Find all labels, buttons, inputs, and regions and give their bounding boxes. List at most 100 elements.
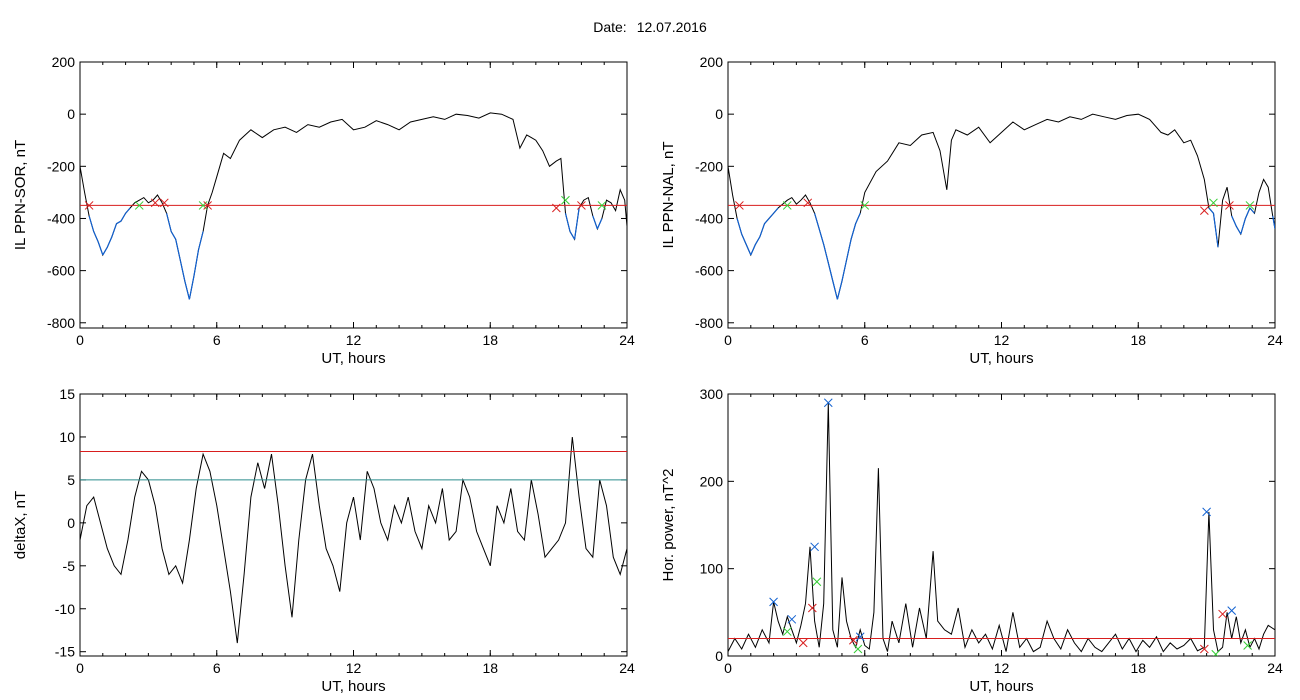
series-line (80, 112, 627, 300)
y-tick-label: -600 (695, 263, 723, 279)
series-active-segment (125, 207, 131, 214)
marker-blue (810, 542, 819, 552)
x-tick-label: 18 (482, 332, 498, 348)
y-tick-label: 15 (59, 386, 75, 402)
y-axis-label: IL PPN-NAL, nT (660, 142, 677, 249)
series-active-segment (1272, 215, 1275, 230)
series-active-segment (827, 262, 834, 282)
y-tick-label: -15 (55, 644, 75, 660)
series-active-segment (1231, 215, 1237, 227)
marker-blue (1202, 507, 1211, 517)
series-active-segment (823, 244, 829, 263)
y-axis-label: deltaX, nT (12, 491, 29, 559)
marker-green (1245, 201, 1255, 210)
x-tick-label: 6 (861, 660, 869, 676)
series-active-segment (120, 212, 127, 222)
x-tick-label: 12 (994, 332, 1010, 348)
series-active-segment (836, 280, 843, 300)
marker-red (203, 201, 212, 210)
series-active-segment (745, 244, 752, 256)
x-tick-label: 24 (1267, 332, 1283, 348)
chart-ppn-nal: 0 6 12 18 24 200 0 -200 -400 -600 -800 UT, hours IL … (660, 54, 1283, 367)
plot-frame (727, 393, 1276, 657)
y-tick-label: -200 (47, 158, 75, 174)
marker-red (803, 198, 813, 208)
series-active-segment (764, 218, 770, 225)
marker-red (84, 201, 94, 210)
series-active-segment (166, 213, 172, 232)
y-tick-label: 0 (67, 515, 75, 531)
x-tick-label: 18 (1130, 660, 1146, 676)
y-tick-label: 200 (700, 473, 724, 489)
marker-blue (769, 597, 778, 607)
series-active-segment (736, 218, 743, 235)
x-axis-label: UT, hours (321, 678, 385, 695)
marker-red (150, 198, 160, 208)
series-active-segment (197, 231, 204, 250)
marker-red (1225, 201, 1234, 210)
y-tick-label: -800 (695, 315, 723, 331)
x-tick-label: 0 (76, 332, 84, 348)
marker-blue (855, 632, 865, 642)
marker-red (735, 201, 744, 210)
marker-red (1199, 644, 1209, 654)
y-axis-label: Hor. power, nT^2 (660, 469, 677, 582)
x-tick-label: 0 (724, 332, 732, 348)
date-value: 12.07.2016 (636, 19, 707, 35)
series-active-segment (1249, 207, 1255, 214)
series-active-segment (97, 241, 104, 256)
y-tick-label: 200 (52, 54, 76, 70)
marker-green (812, 577, 822, 587)
x-tick-label: 24 (619, 332, 635, 348)
series-active-segment (841, 260, 848, 282)
series-active-segment (596, 218, 603, 230)
chart-deltax: 0 6 12 18 24 15 10 5 0 -5 -10 -15 UT, hours deltaX, n… (12, 386, 635, 695)
marker-green (198, 201, 208, 210)
y-tick-label: -400 (47, 210, 75, 226)
series-active-segment (569, 231, 576, 240)
series-active-segment (814, 213, 820, 230)
series-active-segment (1212, 213, 1219, 248)
plot-frame (79, 393, 628, 657)
x-tick-label: 18 (482, 660, 498, 676)
series-active-segment (832, 280, 838, 300)
series-active-segment (573, 207, 580, 240)
series-active-segment (768, 212, 775, 219)
series-active-segment (773, 207, 779, 214)
marker-red (159, 198, 169, 208)
marker-red (1218, 609, 1227, 619)
chart-hor-power: 0 6 12 18 24 300 200 100 0 UT, hours Hor. power, n… (660, 386, 1283, 695)
x-axis-label: UT, hours (321, 350, 385, 367)
x-tick-label: 12 (994, 660, 1010, 676)
series-active-segment (175, 239, 181, 261)
marker-green (782, 201, 792, 210)
series-active-segment (111, 223, 118, 237)
marker-red (551, 203, 561, 213)
x-tick-label: 12 (346, 332, 362, 348)
series-active-segment (188, 275, 195, 300)
series-active-segment (1208, 207, 1214, 214)
chart-ppn-sor: 0 6 12 18 24 200 0 -200 -400 -600 -800 UT, hours IL … (12, 54, 635, 367)
marker-red (577, 201, 586, 210)
x-tick-label: 0 (724, 660, 732, 676)
series-active-segment (759, 223, 766, 237)
y-axis-label: IL PPN-SOR, nT (12, 140, 29, 250)
series-active-segment (179, 260, 186, 282)
y-tick-label: -10 (55, 601, 75, 617)
y-tick-label: -800 (47, 315, 75, 331)
series-active-segment (741, 233, 747, 245)
x-tick-label: 12 (346, 660, 362, 676)
y-tick-label: 5 (67, 472, 75, 488)
y-tick-label: 10 (59, 429, 75, 445)
plot-area (728, 113, 1275, 300)
x-tick-label: 18 (1130, 332, 1146, 348)
series-active-segment (592, 215, 598, 230)
y-tick-label: 0 (715, 106, 723, 122)
series-active-segment (1235, 225, 1242, 235)
plot-area (80, 112, 627, 300)
series-active-segment (106, 236, 113, 248)
series-active-segment (750, 244, 756, 256)
marker-blue (823, 398, 833, 408)
marker-green (1209, 198, 1218, 208)
